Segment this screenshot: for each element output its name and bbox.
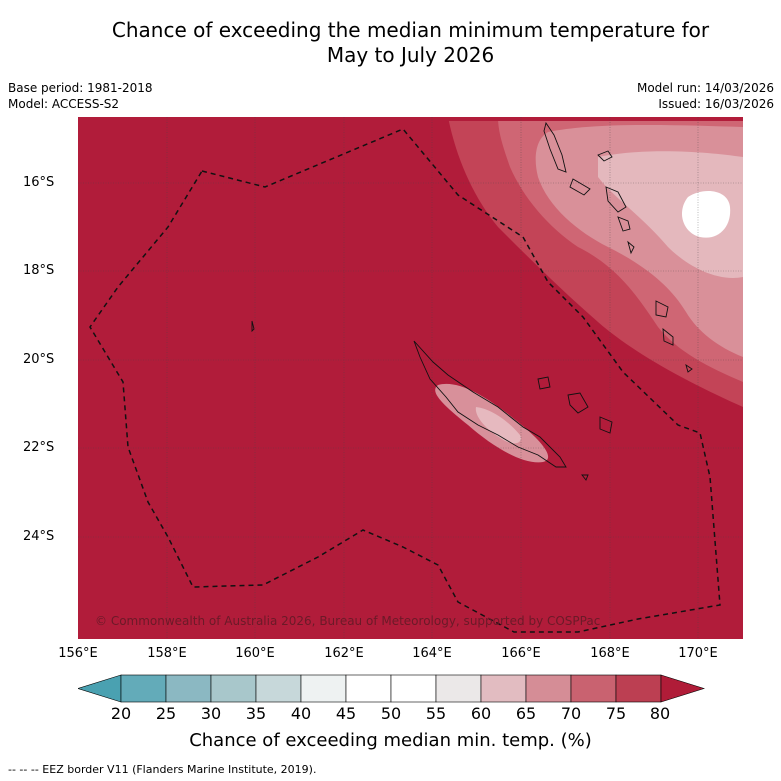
colorbar-segment bbox=[345, 674, 392, 703]
colorbar-segments bbox=[120, 674, 662, 703]
region-50-55 bbox=[681, 191, 731, 238]
eez-border bbox=[89, 128, 721, 633]
colorbar bbox=[78, 674, 705, 703]
colorbar-segment bbox=[615, 674, 662, 703]
eez-legend-note: -- -- -- EEZ border V11 (Flanders Marine… bbox=[8, 763, 317, 776]
lat-label-16s: 16°S bbox=[23, 175, 55, 190]
colorbar-segment bbox=[255, 674, 302, 703]
lat-label-18s: 18°S bbox=[23, 263, 55, 278]
colorbar-segment bbox=[435, 674, 482, 703]
model-name: Model: ACCESS-S2 bbox=[8, 97, 120, 111]
cb-tick-40: 40 bbox=[290, 704, 312, 723]
lon-label-166e: 166°E bbox=[501, 646, 541, 661]
lon-label-162e: 162°E bbox=[324, 646, 364, 661]
cb-tick-80: 80 bbox=[649, 704, 671, 723]
title-line-1: Chance of exceeding the median minimum t… bbox=[111, 18, 710, 42]
meta-right: Model run: 14/03/2026 Issued: 16/03/2026 bbox=[637, 80, 774, 112]
lon-label-164e: 164°E bbox=[412, 646, 452, 661]
lon-label-156e: 156°E bbox=[58, 646, 98, 661]
copyright-notice: © Commonwealth of Australia 2026, Bureau… bbox=[95, 614, 601, 628]
base-period: Base period: 1981-2018 bbox=[8, 81, 153, 95]
new-caledonia-inner bbox=[475, 407, 521, 444]
colorbar-low-extension bbox=[78, 674, 122, 703]
colorbar-label: Chance of exceeding median min. temp. (%… bbox=[189, 730, 592, 751]
issued-date: Issued: 16/03/2026 bbox=[658, 97, 774, 111]
cb-tick-70: 70 bbox=[560, 704, 582, 723]
meta-left: Base period: 1981-2018 Model: ACCESS-S2 bbox=[8, 80, 153, 112]
lat-label-24s: 24°S bbox=[23, 529, 55, 544]
lon-label-170e: 170°E bbox=[678, 646, 718, 661]
gridlines bbox=[78, 117, 743, 639]
colorbar-segment bbox=[300, 674, 347, 703]
title-line-2: May to July 2026 bbox=[326, 43, 495, 67]
cb-tick-45: 45 bbox=[335, 704, 357, 723]
cb-tick-75: 75 bbox=[605, 704, 627, 723]
colorbar-segment bbox=[120, 674, 167, 703]
region-55-60 bbox=[598, 151, 743, 278]
region-strip bbox=[448, 117, 743, 121]
colorbar-segment bbox=[480, 674, 527, 703]
colorbar-high-extension bbox=[660, 674, 705, 703]
colorbar-segment bbox=[570, 674, 617, 703]
cb-tick-65: 65 bbox=[515, 704, 537, 723]
cb-tick-25: 25 bbox=[155, 704, 177, 723]
lon-label-160e: 160°E bbox=[235, 646, 275, 661]
lon-label-168e: 168°E bbox=[590, 646, 630, 661]
map-panel bbox=[78, 117, 743, 639]
cb-tick-35: 35 bbox=[245, 704, 267, 723]
colorbar-segment bbox=[390, 674, 437, 703]
colorbar-segment bbox=[525, 674, 572, 703]
cb-tick-55: 55 bbox=[425, 704, 447, 723]
lat-label-22s: 22°S bbox=[23, 440, 55, 455]
model-run: Model run: 14/03/2026 bbox=[636, 81, 774, 95]
cb-tick-60: 60 bbox=[470, 704, 492, 723]
chart-title: Chance of exceeding the median minimum t… bbox=[0, 18, 781, 68]
colorbar-segment bbox=[210, 674, 257, 703]
cb-tick-20: 20 bbox=[110, 704, 132, 723]
lat-label-20s: 20°S bbox=[23, 352, 55, 367]
cb-tick-50: 50 bbox=[380, 704, 402, 723]
cb-tick-30: 30 bbox=[200, 704, 222, 723]
colorbar-segment bbox=[165, 674, 212, 703]
islands bbox=[251, 121, 693, 481]
lon-label-158e: 158°E bbox=[147, 646, 187, 661]
